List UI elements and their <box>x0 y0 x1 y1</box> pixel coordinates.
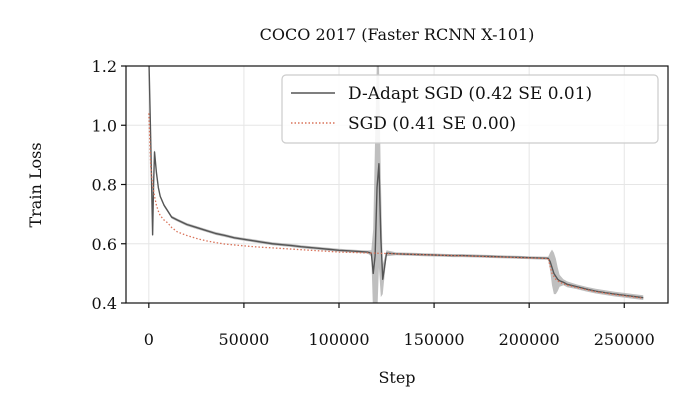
x-tick-label: 100000 <box>308 330 369 349</box>
series-lines <box>148 66 644 299</box>
chart-title: COCO 2017 (Faster RCNN X-101) <box>260 25 535 44</box>
legend-label-d-adapt-sgd: D-Adapt SGD (0.42 SE 0.01) <box>348 84 592 104</box>
x-tick-label: 250000 <box>594 330 655 349</box>
x-tick-label: 0 <box>144 330 154 349</box>
series-line-0 <box>148 66 644 299</box>
x-tick-label: 200000 <box>499 330 560 349</box>
y-tick-label: 0.4 <box>92 294 117 313</box>
y-axis: 0.4 0.6 0.8 1.0 1.2 <box>92 57 126 313</box>
y-axis-label: Train Loss <box>26 142 45 227</box>
x-tick-label: 50000 <box>218 330 269 349</box>
legend-box <box>281 74 659 144</box>
x-axis: 0 50000 100000 150000 200000 250000 <box>144 303 655 349</box>
y-tick-label: 0.6 <box>92 235 117 254</box>
y-tick-label: 0.8 <box>92 176 117 195</box>
x-tick-label: 150000 <box>404 330 465 349</box>
y-tick-label: 1.0 <box>92 116 117 135</box>
legend-label-sgd: SGD (0.41 SE 0.00) <box>348 114 516 134</box>
x-axis-label: Step <box>378 368 415 387</box>
y-tick-label: 1.2 <box>92 57 117 76</box>
legend: D-Adapt SGD (0.42 SE 0.01) SGD (0.41 SE … <box>281 74 659 144</box>
series-line-1 <box>148 113 644 299</box>
